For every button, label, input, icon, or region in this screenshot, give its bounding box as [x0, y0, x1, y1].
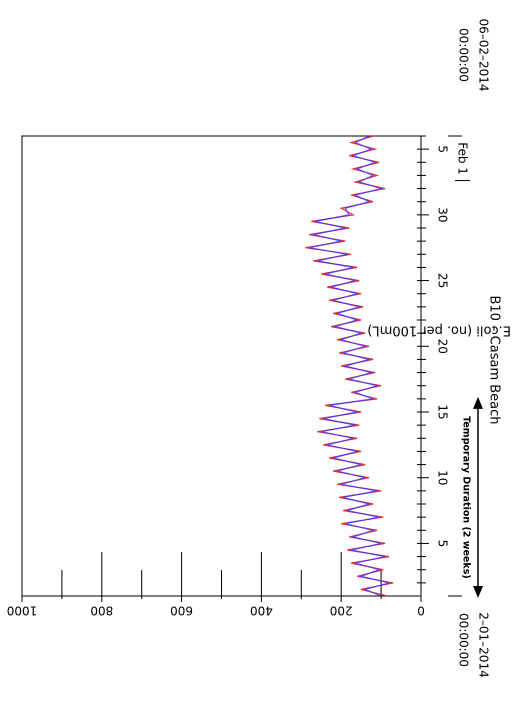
chart-title: B10 – Casam Beach	[487, 295, 502, 424]
y-tick-label: 600	[170, 604, 193, 618]
x-start-time: 00:00:00	[457, 613, 471, 667]
x-start-date: 2–01–2014	[477, 612, 491, 677]
duration-arrowhead-start	[473, 586, 483, 598]
y-tick-label: 1000	[7, 604, 38, 618]
x-tick-label: 10	[436, 470, 450, 485]
annotation-group: Temporary Duration (2 weeks)	[461, 396, 483, 598]
x-end-date: 06–02–2014	[477, 18, 491, 91]
series-line-red	[305, 135, 394, 597]
month-label: Feb 1	[456, 142, 470, 175]
y-tick-label: 800	[90, 604, 113, 618]
y-axis-label: Depth–averaged E.coli (no. per 100mL)	[367, 323, 513, 338]
x-tick-label: 15	[436, 404, 450, 419]
plot-area-group	[21, 135, 470, 602]
x-tick-label: 5	[436, 145, 450, 153]
x-tick-label: 30	[436, 207, 450, 222]
y-tick-label: 0	[417, 604, 425, 618]
x-end-time: 00:00:00	[457, 28, 471, 82]
duration-arrowhead-end	[473, 396, 483, 409]
series-line-blue	[309, 135, 390, 597]
y-tick-label: 200	[330, 604, 353, 618]
y-tick-label: 400	[250, 604, 273, 618]
series-group	[305, 135, 394, 597]
x-tick-label: 25	[436, 273, 450, 288]
x-tick-label: 20	[436, 339, 450, 354]
x-tick-label: 5	[436, 540, 450, 548]
axis-text-group: 0 200 400 600 800 1000 5 10 15 20 25 30 5 Feb 1 00:00:…	[7, 18, 513, 677]
duration-label: Temporary Duration (2 weeks)	[461, 416, 472, 579]
